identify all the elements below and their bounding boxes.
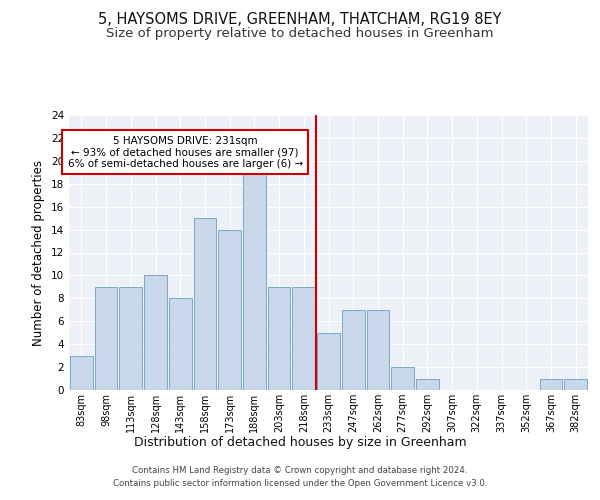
Bar	[539, 378, 562, 390]
Y-axis label: Number of detached properties: Number of detached properties	[32, 160, 46, 346]
Bar	[416, 378, 439, 390]
Bar	[367, 310, 389, 390]
Bar	[317, 332, 340, 390]
Text: 5 HAYSOMS DRIVE: 231sqm
← 93% of detached houses are smaller (97)
6% of semi-det: 5 HAYSOMS DRIVE: 231sqm ← 93% of detache…	[68, 136, 303, 169]
Bar	[243, 172, 266, 390]
Bar	[144, 276, 167, 390]
Bar	[95, 287, 118, 390]
Text: Contains HM Land Registry data © Crown copyright and database right 2024.
Contai: Contains HM Land Registry data © Crown c…	[113, 466, 487, 487]
Bar	[119, 287, 142, 390]
Bar	[218, 230, 241, 390]
Bar	[70, 356, 93, 390]
Bar	[342, 310, 365, 390]
Bar	[391, 367, 414, 390]
Text: Distribution of detached houses by size in Greenham: Distribution of detached houses by size …	[134, 436, 466, 449]
Bar	[292, 287, 315, 390]
Text: 5, HAYSOMS DRIVE, GREENHAM, THATCHAM, RG19 8EY: 5, HAYSOMS DRIVE, GREENHAM, THATCHAM, RG…	[98, 12, 502, 28]
Bar	[268, 287, 290, 390]
Text: Size of property relative to detached houses in Greenham: Size of property relative to detached ho…	[106, 28, 494, 40]
Bar	[194, 218, 216, 390]
Bar	[169, 298, 191, 390]
Bar	[564, 378, 587, 390]
